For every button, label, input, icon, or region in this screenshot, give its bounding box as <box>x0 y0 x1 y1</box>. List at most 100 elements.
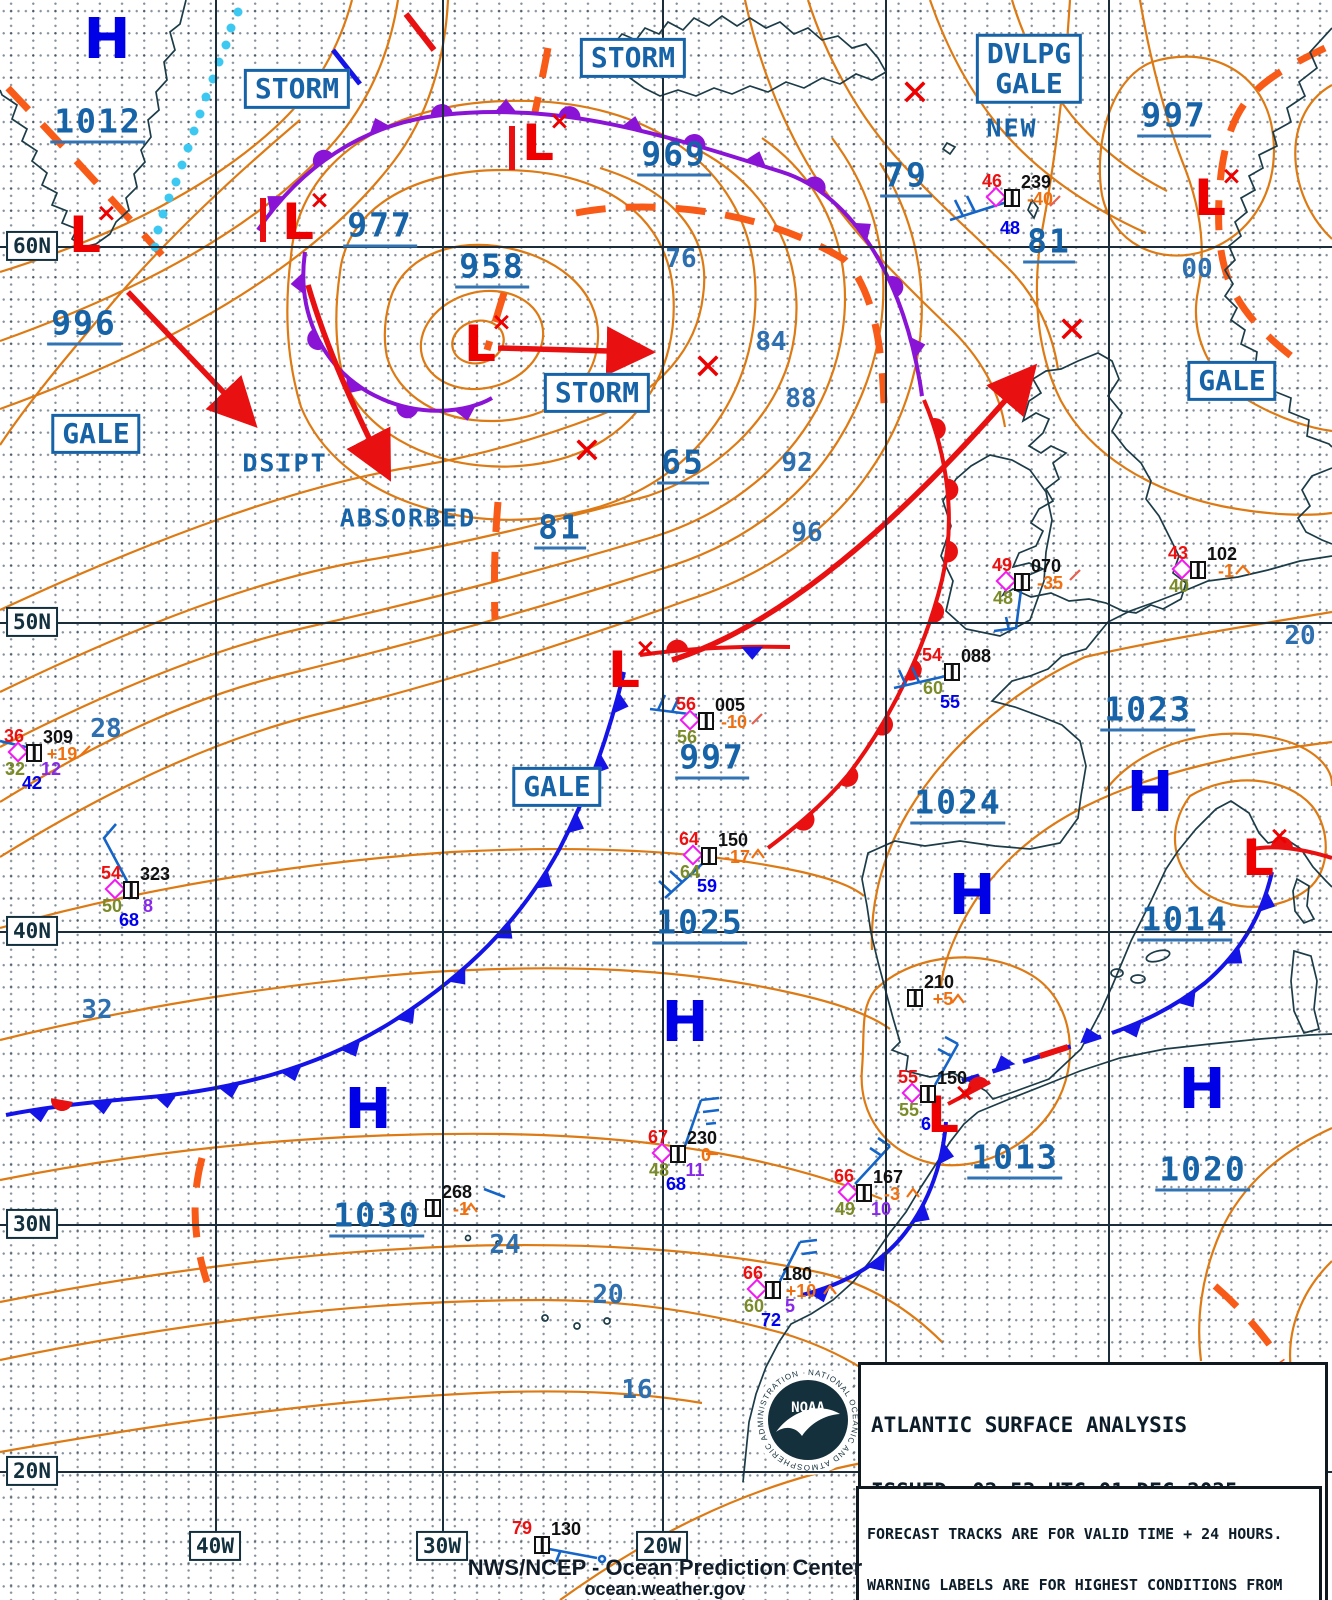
station-value-red: 49 <box>991 555 1013 575</box>
meridian-line <box>442 0 444 1532</box>
cold-front-pip-icon <box>1259 891 1276 912</box>
station-value-black: 323 <box>139 864 171 884</box>
hazard-label-gale: GALE <box>51 413 141 455</box>
cold-front-pip-icon <box>853 222 871 241</box>
cold-front-pip-icon <box>1121 1021 1142 1038</box>
pressure-center-label: 977 <box>343 209 417 248</box>
forecast-position-x-mark: ✕ <box>692 347 724 388</box>
station-value-orange: -1 <box>1217 561 1235 581</box>
pressure-center-label: 79 <box>880 159 932 198</box>
isobar-label: 76 <box>665 244 697 274</box>
warm-front-pip-icon <box>946 478 959 501</box>
cold-front-pip-icon <box>567 813 585 834</box>
pressure-center-label: 1014 <box>1137 903 1233 942</box>
warm-front-pip-icon <box>312 149 333 168</box>
warm-front-pip-icon <box>307 329 324 351</box>
pressure-center-label: 81 <box>1023 225 1075 264</box>
pressure-center-label: 997 <box>675 741 749 780</box>
station-square-icon <box>123 881 139 899</box>
annotation-dsipt: DSIPT <box>242 448 328 478</box>
pressure-center-label: 1024 <box>910 786 1006 825</box>
hazard-label-gale: GALE <box>512 766 602 808</box>
parallel-line <box>0 931 1332 933</box>
station-value-green: 64 <box>679 862 701 882</box>
station-square-icon <box>856 1184 872 1202</box>
station-value-blue: 55 <box>939 692 961 712</box>
station-value-red: 66 <box>742 1263 764 1283</box>
cold-front-pip-icon <box>912 1203 930 1223</box>
station-square-icon <box>26 744 42 762</box>
cold-front-pip-icon <box>910 336 926 359</box>
isobar-label: 24 <box>489 1230 521 1260</box>
forecast-position-x-mark: ✕ <box>899 73 931 114</box>
isobar-label: 84 <box>755 327 787 357</box>
station-value-green: 48 <box>992 588 1014 608</box>
cold-front-pip-icon <box>280 1065 302 1082</box>
hazard-label-dvlpg: DVLPG GALE <box>975 33 1083 105</box>
cold-front-pip-icon <box>267 196 285 213</box>
station-value-blue: 48 <box>999 218 1021 238</box>
hazard-label-storm: STORM <box>543 372 651 414</box>
cold-front-pip-icon <box>396 1006 415 1024</box>
footer-agency: NWS/NCEP - Ocean Prediction Center <box>467 1555 863 1580</box>
cold-front-pip-icon <box>494 99 517 113</box>
warm-front-pip-icon <box>876 715 893 736</box>
warm-front-pip-icon <box>931 418 946 440</box>
cold-front-pip-icon <box>1080 1027 1102 1044</box>
pressure-tendency-marks <box>79 195 1251 1295</box>
cold-front-pip-icon <box>91 1100 114 1115</box>
low-center-x-icon: × <box>1268 821 1290 850</box>
low-center-x-icon: × <box>95 198 117 227</box>
warm-front-pip-icon <box>805 176 826 194</box>
station-value-orange: -17 <box>723 847 751 867</box>
footer-url: ocean.weather.gov <box>584 1579 746 1599</box>
station-value-black: 268 <box>441 1182 473 1202</box>
isobar-label: 88 <box>785 384 817 414</box>
station-square-icon <box>698 712 714 730</box>
sea-ice-edge <box>150 7 243 252</box>
cold-front-pip-icon <box>613 692 629 714</box>
station-value-red: 46 <box>981 171 1003 191</box>
pressure-center-label: 1020 <box>1155 1153 1251 1192</box>
warm-front-pip-icon <box>683 134 706 149</box>
station-value-green: 60 <box>922 678 944 698</box>
isobar-label: 96 <box>791 518 823 548</box>
station-value-green: 32 <box>4 759 26 779</box>
annotation-absorbed: ABSORBED <box>339 503 477 533</box>
high-pressure-symbol: H <box>948 863 996 928</box>
longitude-label: 20W <box>636 1530 688 1562</box>
station-value-blue: 68 <box>665 1174 687 1194</box>
isobar-label: 28 <box>90 714 122 744</box>
pressure-center-label: 997 <box>1137 99 1211 138</box>
isobar-label: 92 <box>781 448 813 478</box>
station-value-red: 67 <box>647 1127 669 1147</box>
cold-front-pip-icon <box>1177 990 1196 1008</box>
low-pressure-symbol: L × <box>1242 821 1290 887</box>
station-value-black: 210 <box>923 972 955 992</box>
station-value-orange: 0 <box>700 1145 712 1165</box>
station-value-blue: 68 <box>118 910 140 930</box>
station-square-icon <box>907 989 923 1007</box>
station-value-orange: -3 <box>883 1184 901 1204</box>
isobar-label: 00 <box>1181 254 1213 284</box>
station-square-icon <box>944 663 960 681</box>
low-pressure-symbol: L × <box>282 185 330 251</box>
cold-front-pip-icon <box>155 1094 177 1109</box>
pressure-center-label: 958 <box>455 250 529 289</box>
pressure-center-label: 1013 <box>967 1141 1063 1180</box>
cold-front-pip-icon <box>218 1083 240 1099</box>
warm-front-pip-icon <box>396 404 419 419</box>
pressure-center-label: 969 <box>637 138 711 177</box>
low-center-x-icon: × <box>1220 161 1242 190</box>
cold-front-pip-icon <box>454 405 476 421</box>
high-pressure-symbol: H <box>661 990 709 1055</box>
forecast-position-x-mark: ✕ <box>571 431 603 472</box>
warm-front-pip-icon <box>795 812 815 831</box>
warning-box: FORECAST TRACKS ARE FOR VALID TIME + 24 … <box>856 1486 1322 1600</box>
station-value-black: 102 <box>1206 544 1238 564</box>
station-value-green: 60 <box>743 1296 765 1316</box>
cold-front-pip-icon <box>938 1142 955 1165</box>
warm-front-pip-icon <box>887 276 904 298</box>
isobar-label: 20 <box>592 1280 624 1310</box>
cold-front-pip-icon <box>495 921 513 939</box>
